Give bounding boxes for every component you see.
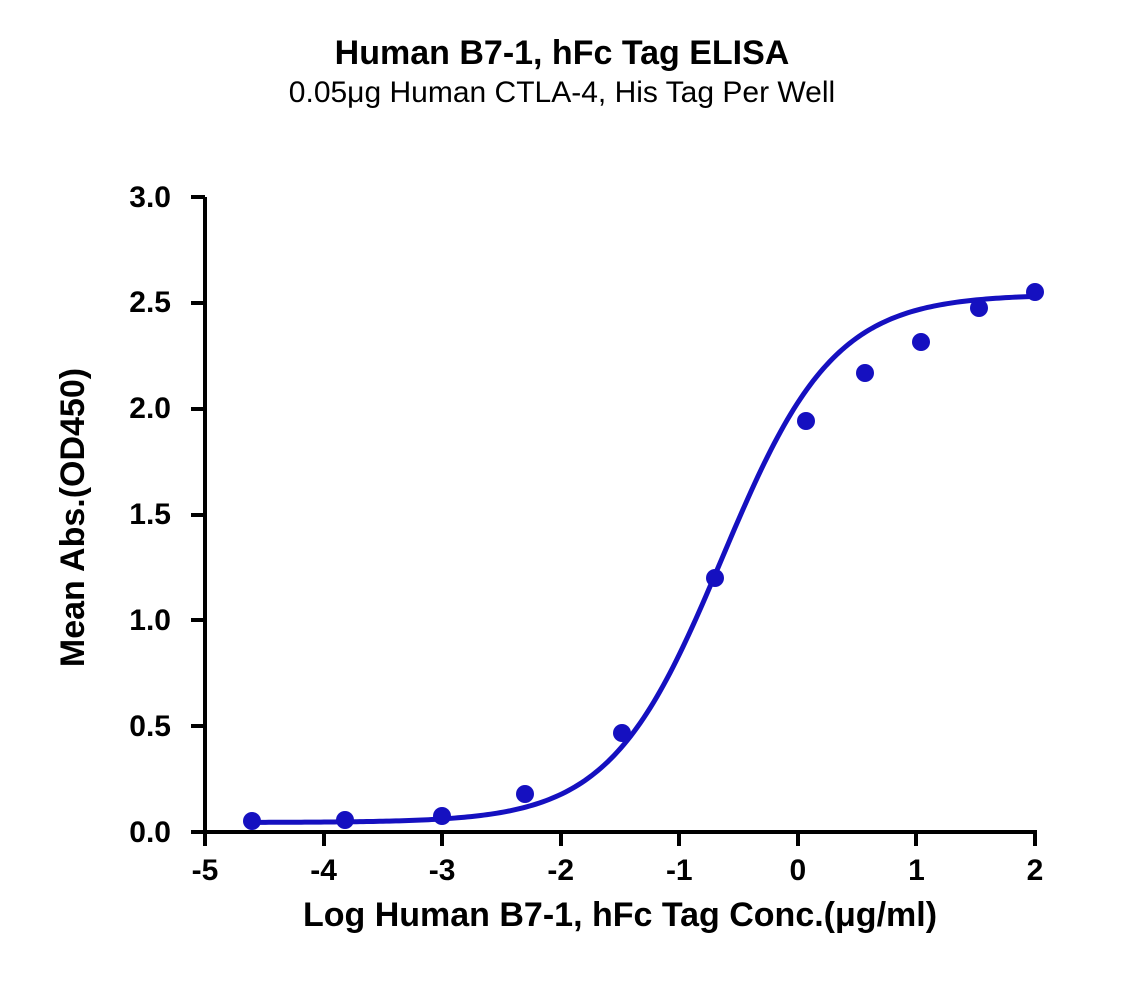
x-tick-label: 1 <box>886 854 946 888</box>
x-tick <box>322 832 326 846</box>
data-point <box>797 412 815 430</box>
data-point <box>433 807 451 825</box>
chart-subtitle: 0.05μg Human CTLA-4, His Tag Per Well <box>0 76 1124 110</box>
y-tick-label: 3.0 <box>111 181 171 215</box>
data-point <box>970 299 988 317</box>
data-point <box>613 724 631 742</box>
y-tick <box>191 407 205 411</box>
y-tick-label: 1.0 <box>111 604 171 638</box>
x-tick <box>1033 832 1037 846</box>
fit-curve-path <box>252 296 1035 822</box>
x-tick-label: -4 <box>294 854 354 888</box>
x-tick-label: -2 <box>531 854 591 888</box>
x-tick-label: -3 <box>412 854 472 888</box>
x-tick <box>914 832 918 846</box>
y-tick <box>191 195 205 199</box>
x-tick <box>440 832 444 846</box>
data-point <box>243 812 261 830</box>
x-axis-label: Log Human B7-1, hFc Tag Conc.(μg/ml) <box>205 896 1035 935</box>
chart-container: Human B7-1, hFc Tag ELISA 0.05μg Human C… <box>0 0 1124 1004</box>
x-axis-line <box>203 830 1037 834</box>
y-tick <box>191 830 205 834</box>
plot-area: -5-4-3-2-10120.00.51.01.52.02.53.0 <box>205 197 1035 832</box>
y-tick-label: 0.0 <box>111 816 171 850</box>
x-tick <box>559 832 563 846</box>
data-point <box>706 569 724 587</box>
y-tick <box>191 724 205 728</box>
y-tick-label: 2.5 <box>111 286 171 320</box>
x-tick-label: -1 <box>649 854 709 888</box>
x-tick <box>796 832 800 846</box>
data-point <box>856 364 874 382</box>
y-tick-label: 2.0 <box>111 392 171 426</box>
chart-title: Human B7-1, hFc Tag ELISA <box>0 34 1124 73</box>
x-tick <box>203 832 207 846</box>
x-tick-label: -5 <box>175 854 235 888</box>
x-tick-label: 2 <box>1005 854 1065 888</box>
data-point <box>336 811 354 829</box>
x-tick-label: 0 <box>768 854 828 888</box>
y-tick <box>191 513 205 517</box>
y-axis-label: Mean Abs.(OD450) <box>54 200 93 835</box>
data-point <box>516 785 534 803</box>
y-tick-label: 0.5 <box>111 710 171 744</box>
y-tick <box>191 618 205 622</box>
data-point <box>1026 283 1044 301</box>
x-tick <box>677 832 681 846</box>
y-tick-label: 1.5 <box>111 498 171 532</box>
data-point <box>912 333 930 351</box>
y-tick <box>191 301 205 305</box>
